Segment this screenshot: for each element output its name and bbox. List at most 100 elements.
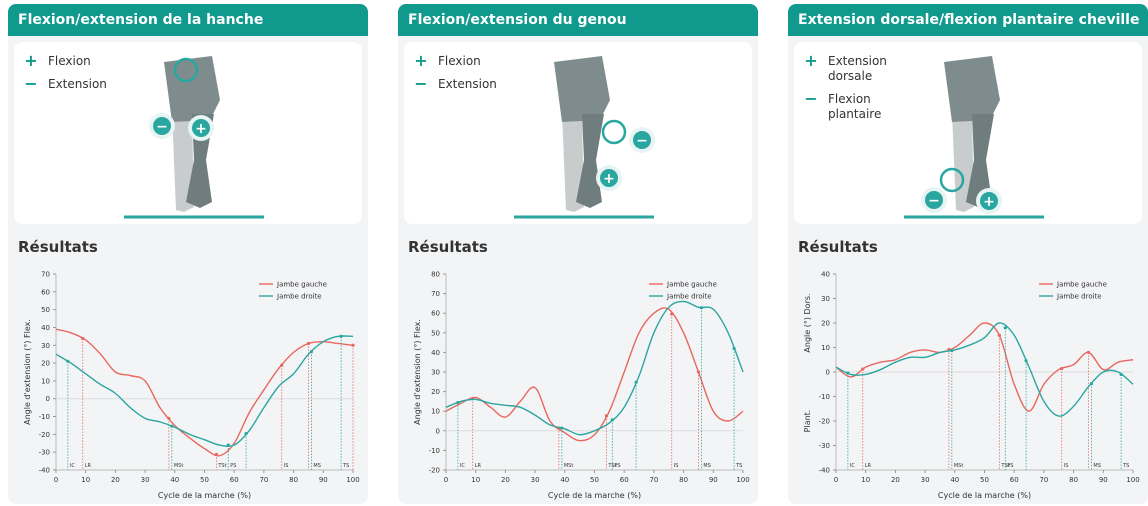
- y-tick-label: -30: [39, 449, 50, 457]
- y-tick-label: 70: [41, 271, 50, 279]
- event-label: MS: [1093, 463, 1101, 469]
- panel: Flexion/extension du genou − + + Flexion − Ext…: [398, 4, 758, 504]
- legend-label: Jambe droite: [1056, 293, 1102, 301]
- y-tick-label: -30: [819, 442, 830, 450]
- results-heading: Résultats: [798, 238, 878, 256]
- minus-sign: −: [156, 119, 168, 135]
- legend-label: Extension: [48, 77, 107, 91]
- illustration-card: − + + Flexion − Extension: [14, 42, 362, 224]
- event-label: LR: [475, 463, 482, 469]
- event-dot: [214, 452, 218, 456]
- event-dot: [846, 371, 850, 375]
- y-tick-label: -20: [819, 418, 830, 426]
- minus-icon: [153, 117, 171, 135]
- x-tick-label: 60: [620, 476, 629, 484]
- chart: -20 -10 0 10 20 30 40 50 60 70 80 0 10 20 30 40 50 60 70 80…: [413, 271, 750, 501]
- event-dot: [950, 348, 954, 353]
- event-label: IC: [460, 463, 465, 469]
- event-dot: [226, 443, 230, 447]
- event-label: IC: [850, 463, 855, 469]
- legend-label: Flexion: [438, 54, 481, 68]
- y-tick-label: 60: [41, 288, 50, 296]
- legend-item: + Extension dorsale: [804, 51, 892, 84]
- event-dot: [1024, 359, 1028, 363]
- x-tick-label: 20: [891, 476, 900, 484]
- event-dot: [351, 343, 355, 347]
- event-label: MSt: [564, 463, 573, 469]
- x-tick-label: 10: [81, 476, 90, 484]
- event-label: TS: [735, 463, 742, 469]
- y-axis-label: Angle (°) Dors.: [803, 293, 812, 352]
- minus-icon: [633, 131, 651, 149]
- legend-label: Extension dorsale: [828, 54, 887, 83]
- event-dot: [244, 432, 248, 436]
- y-tick-label: 40: [821, 271, 830, 279]
- x-tick-label: 40: [560, 476, 569, 484]
- legend-symbol: −: [414, 74, 428, 93]
- event-dot: [339, 334, 343, 338]
- y-tick-label: 10: [431, 408, 440, 416]
- event-dot: [997, 333, 1001, 337]
- event-dot: [1086, 350, 1091, 354]
- torso: [944, 56, 1000, 122]
- y-tick-label: 40: [431, 349, 440, 357]
- joint-highlight: [939, 167, 965, 193]
- panel: Extension dorsale/flexion plantaire chev…: [788, 4, 1148, 504]
- series-line: [445, 307, 744, 442]
- y-tick-label: -40: [39, 467, 50, 475]
- event-dot: [1003, 326, 1007, 330]
- panel: Flexion/extension de la hanche − + + Flexion…: [8, 4, 368, 504]
- joint-highlight: [601, 119, 627, 145]
- x-axis-label: Cycle de la marche (%): [938, 491, 1031, 500]
- y-tick-label: 20: [41, 360, 50, 368]
- event-dot: [732, 346, 736, 351]
- event-dot: [81, 336, 85, 341]
- series-line: [55, 335, 354, 448]
- event-label: IS: [1064, 463, 1069, 469]
- event-dot: [170, 424, 174, 428]
- x-tick-label: 90: [319, 476, 328, 484]
- y-tick-label: 0: [826, 369, 830, 377]
- x-tick-label: 20: [501, 476, 510, 484]
- legend: + Flexion − Extension: [414, 53, 497, 100]
- event-label: TSt: [217, 463, 226, 469]
- y-tick-label: -10: [429, 447, 440, 455]
- legend-symbol: +: [804, 51, 818, 70]
- plus-icon: [980, 192, 998, 210]
- x-tick-label: 10: [861, 476, 870, 484]
- torso: [554, 56, 610, 122]
- legend-symbol: −: [24, 74, 38, 93]
- event-label: MS: [313, 463, 321, 469]
- x-tick-label: 50: [590, 476, 599, 484]
- x-tick-label: 60: [1010, 476, 1019, 484]
- event-label: PS: [614, 463, 620, 469]
- x-tick-label: 30: [921, 476, 930, 484]
- y-tick-label: 60: [431, 310, 440, 318]
- legend-symbol: −: [804, 89, 818, 108]
- front-leg: [966, 114, 994, 208]
- legend: + Flexion − Extension: [24, 53, 107, 100]
- event-dot: [1089, 382, 1094, 386]
- legend-label: Jambe gauche: [276, 281, 327, 289]
- plus-sign: +: [603, 171, 615, 187]
- event-dot: [1060, 366, 1064, 371]
- back-leg: [952, 112, 974, 212]
- legend-label: Jambe gauche: [666, 281, 717, 289]
- plus-sign: +: [195, 121, 207, 137]
- x-tick-label: 10: [471, 476, 480, 484]
- x-tick-label: 80: [679, 476, 688, 484]
- event-label: PS: [1007, 463, 1013, 469]
- x-tick-label: 70: [649, 476, 658, 484]
- y-tick-label: -10: [819, 393, 830, 401]
- event-label: IS: [284, 463, 289, 469]
- event-dot: [610, 418, 614, 422]
- event-dot: [66, 359, 70, 363]
- y-tick-label: 10: [821, 344, 830, 352]
- results-heading: Résultats: [18, 238, 98, 256]
- minus-icon: [925, 191, 943, 209]
- legend-label: Jambe gauche: [1056, 281, 1107, 289]
- illustration: −+: [904, 56, 1044, 219]
- minus-sign: −: [928, 193, 940, 209]
- illustration: −+: [514, 56, 655, 219]
